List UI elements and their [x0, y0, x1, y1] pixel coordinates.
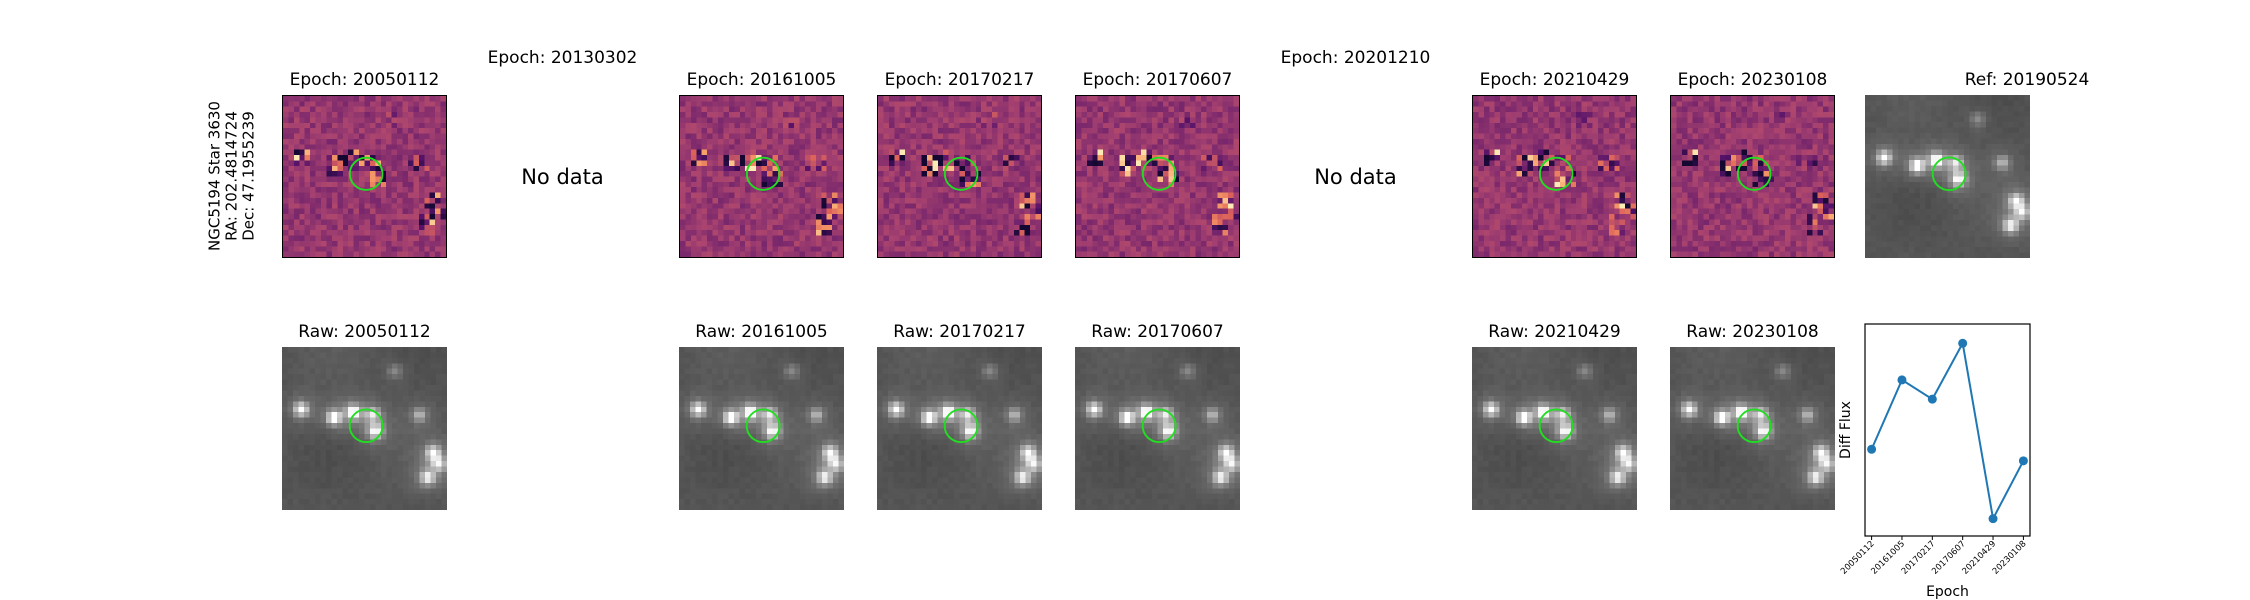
aperture-circle — [1538, 408, 1574, 444]
raw-title-6: Raw: 20210429 — [1488, 322, 1621, 342]
raw-title-2: Raw: 20161005 — [695, 322, 828, 342]
raw-panel-3 — [877, 347, 1042, 510]
x-axis-label: Epoch — [1926, 584, 1969, 600]
lightcurve-point-2 — [1927, 394, 1937, 404]
aperture-circle — [745, 408, 781, 444]
aperture-circle — [348, 408, 384, 444]
lightcurve-line — [1870, 340, 2025, 522]
raw-panel-4 — [1075, 347, 1240, 510]
lightcurve-point-3 — [1958, 338, 1968, 348]
raw-title-3: Raw: 20170217 — [893, 322, 1026, 342]
diff-panel-7 — [1670, 95, 1835, 258]
raw-panel-2 — [679, 347, 844, 510]
diff-panel-2 — [679, 95, 844, 258]
raw-title-0: Raw: 20050112 — [298, 322, 431, 342]
aperture-circle — [1931, 156, 1967, 192]
diff-title-2: Epoch: 20161005 — [686, 70, 837, 90]
no-data-label-5: No data — [1314, 164, 1397, 189]
raw-panel-6 — [1472, 347, 1637, 510]
aperture-circle — [943, 408, 979, 444]
diff-panel-3 — [877, 95, 1042, 258]
aperture-circle — [1736, 156, 1772, 191]
raw-panel-0 — [282, 347, 447, 510]
aperture-circle — [1736, 408, 1772, 444]
no-data-label-1: No data — [521, 164, 604, 189]
diff-panel-6 — [1472, 95, 1637, 258]
diff-title-5: Epoch: 20201210 — [1280, 48, 1431, 68]
aperture-circle — [1538, 156, 1574, 191]
diff-title-7: Epoch: 20230108 — [1677, 70, 1828, 90]
lightcurve-frame — [1864, 323, 2031, 537]
diff-title-6: Epoch: 20210429 — [1479, 70, 1630, 90]
lightcurve-point-5 — [2018, 456, 2028, 466]
aperture-circle — [1141, 156, 1177, 191]
reference-title: Ref: 20190524 — [1964, 70, 2090, 90]
diff-title-1: Epoch: 20130302 — [487, 48, 638, 68]
y-axis-label: Diff Flux — [1838, 401, 1854, 459]
raw-title-7: Raw: 20230108 — [1686, 322, 1819, 342]
lightcurve-point-1 — [1897, 375, 1907, 385]
raw-title-4: Raw: 20170607 — [1091, 322, 1224, 342]
diff-title-3: Epoch: 20170217 — [884, 70, 1035, 90]
aperture-circle — [745, 156, 781, 191]
diff-panel-0 — [282, 95, 447, 258]
lightcurve-point-0 — [1867, 444, 1877, 454]
diff-title-4: Epoch: 20170607 — [1082, 70, 1233, 90]
lightcurve-point-4 — [1988, 514, 1998, 524]
reference-panel — [1865, 95, 2030, 258]
diff-title-0: Epoch: 20050112 — [289, 70, 440, 90]
aperture-circle — [1141, 408, 1177, 444]
aperture-circle — [348, 156, 384, 191]
diff-panel-4 — [1075, 95, 1240, 258]
aperture-circle — [943, 156, 979, 191]
raw-panel-7 — [1670, 347, 1835, 510]
